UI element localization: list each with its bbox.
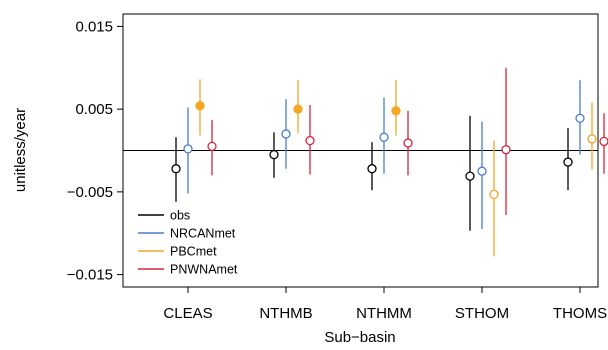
data-point bbox=[465, 171, 475, 181]
data-point bbox=[305, 135, 315, 146]
data-point bbox=[563, 157, 573, 167]
x-axis: CLEAS NTHMB NTHMM STHOM THOMS bbox=[163, 287, 607, 322]
legend-item: PNWNAmet bbox=[138, 263, 238, 277]
y-tick-label: −0.015 bbox=[67, 267, 113, 284]
data-point bbox=[183, 144, 193, 154]
y-tick-label: 0.015 bbox=[75, 18, 113, 35]
data-point bbox=[403, 138, 413, 148]
data-point bbox=[489, 189, 499, 199]
data-point bbox=[171, 164, 181, 174]
y-axis-title: unitless/year bbox=[12, 108, 29, 192]
data-point bbox=[207, 141, 217, 152]
x-tick-label: STHOM bbox=[455, 305, 509, 322]
legend-label: NRCANmet bbox=[170, 227, 236, 241]
x-tick-label: THOMS bbox=[553, 305, 607, 322]
data-point bbox=[367, 164, 377, 174]
data-point bbox=[477, 166, 487, 176]
data-point bbox=[195, 101, 205, 111]
data-point bbox=[269, 149, 279, 160]
legend: obs NRCANmet PBCmet PNWNAmet bbox=[138, 209, 238, 277]
data-marks bbox=[171, 67, 608, 257]
data-point bbox=[587, 134, 597, 144]
x-axis-title: Sub−basin bbox=[324, 329, 395, 346]
x-tick-label: NTHMB bbox=[259, 305, 312, 322]
data-point bbox=[293, 104, 303, 114]
data-point bbox=[501, 145, 511, 155]
data-point bbox=[599, 136, 608, 147]
legend-item: PBCmet bbox=[138, 245, 217, 259]
legend-item: NRCANmet bbox=[138, 227, 236, 241]
data-point bbox=[281, 129, 291, 139]
legend-label: PBCmet bbox=[170, 245, 217, 259]
y-axis: 0.015 0.005 −0.005 −0.015 bbox=[67, 18, 123, 284]
legend-item: obs bbox=[138, 209, 190, 223]
y-tick-label: 0.005 bbox=[75, 101, 113, 118]
x-tick-label: CLEAS bbox=[163, 305, 212, 322]
data-point bbox=[391, 106, 401, 116]
legend-label: PNWNAmet bbox=[170, 263, 238, 277]
x-tick-label: NTHMM bbox=[356, 305, 412, 322]
legend-label: obs bbox=[170, 209, 190, 223]
y-tick-label: −0.005 bbox=[67, 184, 113, 201]
data-point bbox=[575, 113, 585, 123]
data-point bbox=[379, 132, 389, 142]
